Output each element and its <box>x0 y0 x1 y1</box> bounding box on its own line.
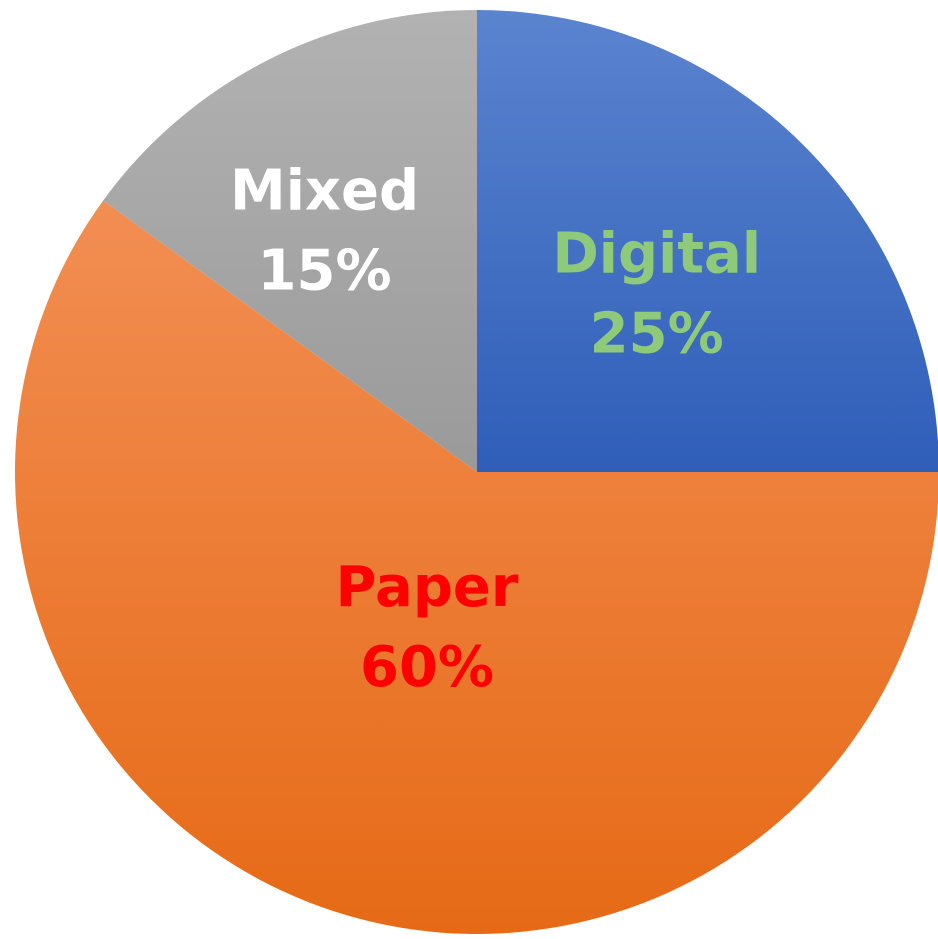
slice-percent-paper: 60% <box>360 635 494 700</box>
slice-label-paper: Paper <box>336 555 519 620</box>
slice-percent-digital: 25% <box>590 301 724 366</box>
slice-label-digital: Digital <box>552 221 761 286</box>
slice-percent-mixed: 15% <box>258 239 392 304</box>
pie-slice-paper <box>15 200 938 934</box>
pie-slice-digital <box>477 10 938 472</box>
pie-labels: Digital 25% Paper 60% Mixed 15% <box>230 159 761 700</box>
slice-label-mixed: Mixed <box>230 159 419 224</box>
pie-slices <box>15 10 938 934</box>
pie-slice-mixed <box>103 10 478 472</box>
